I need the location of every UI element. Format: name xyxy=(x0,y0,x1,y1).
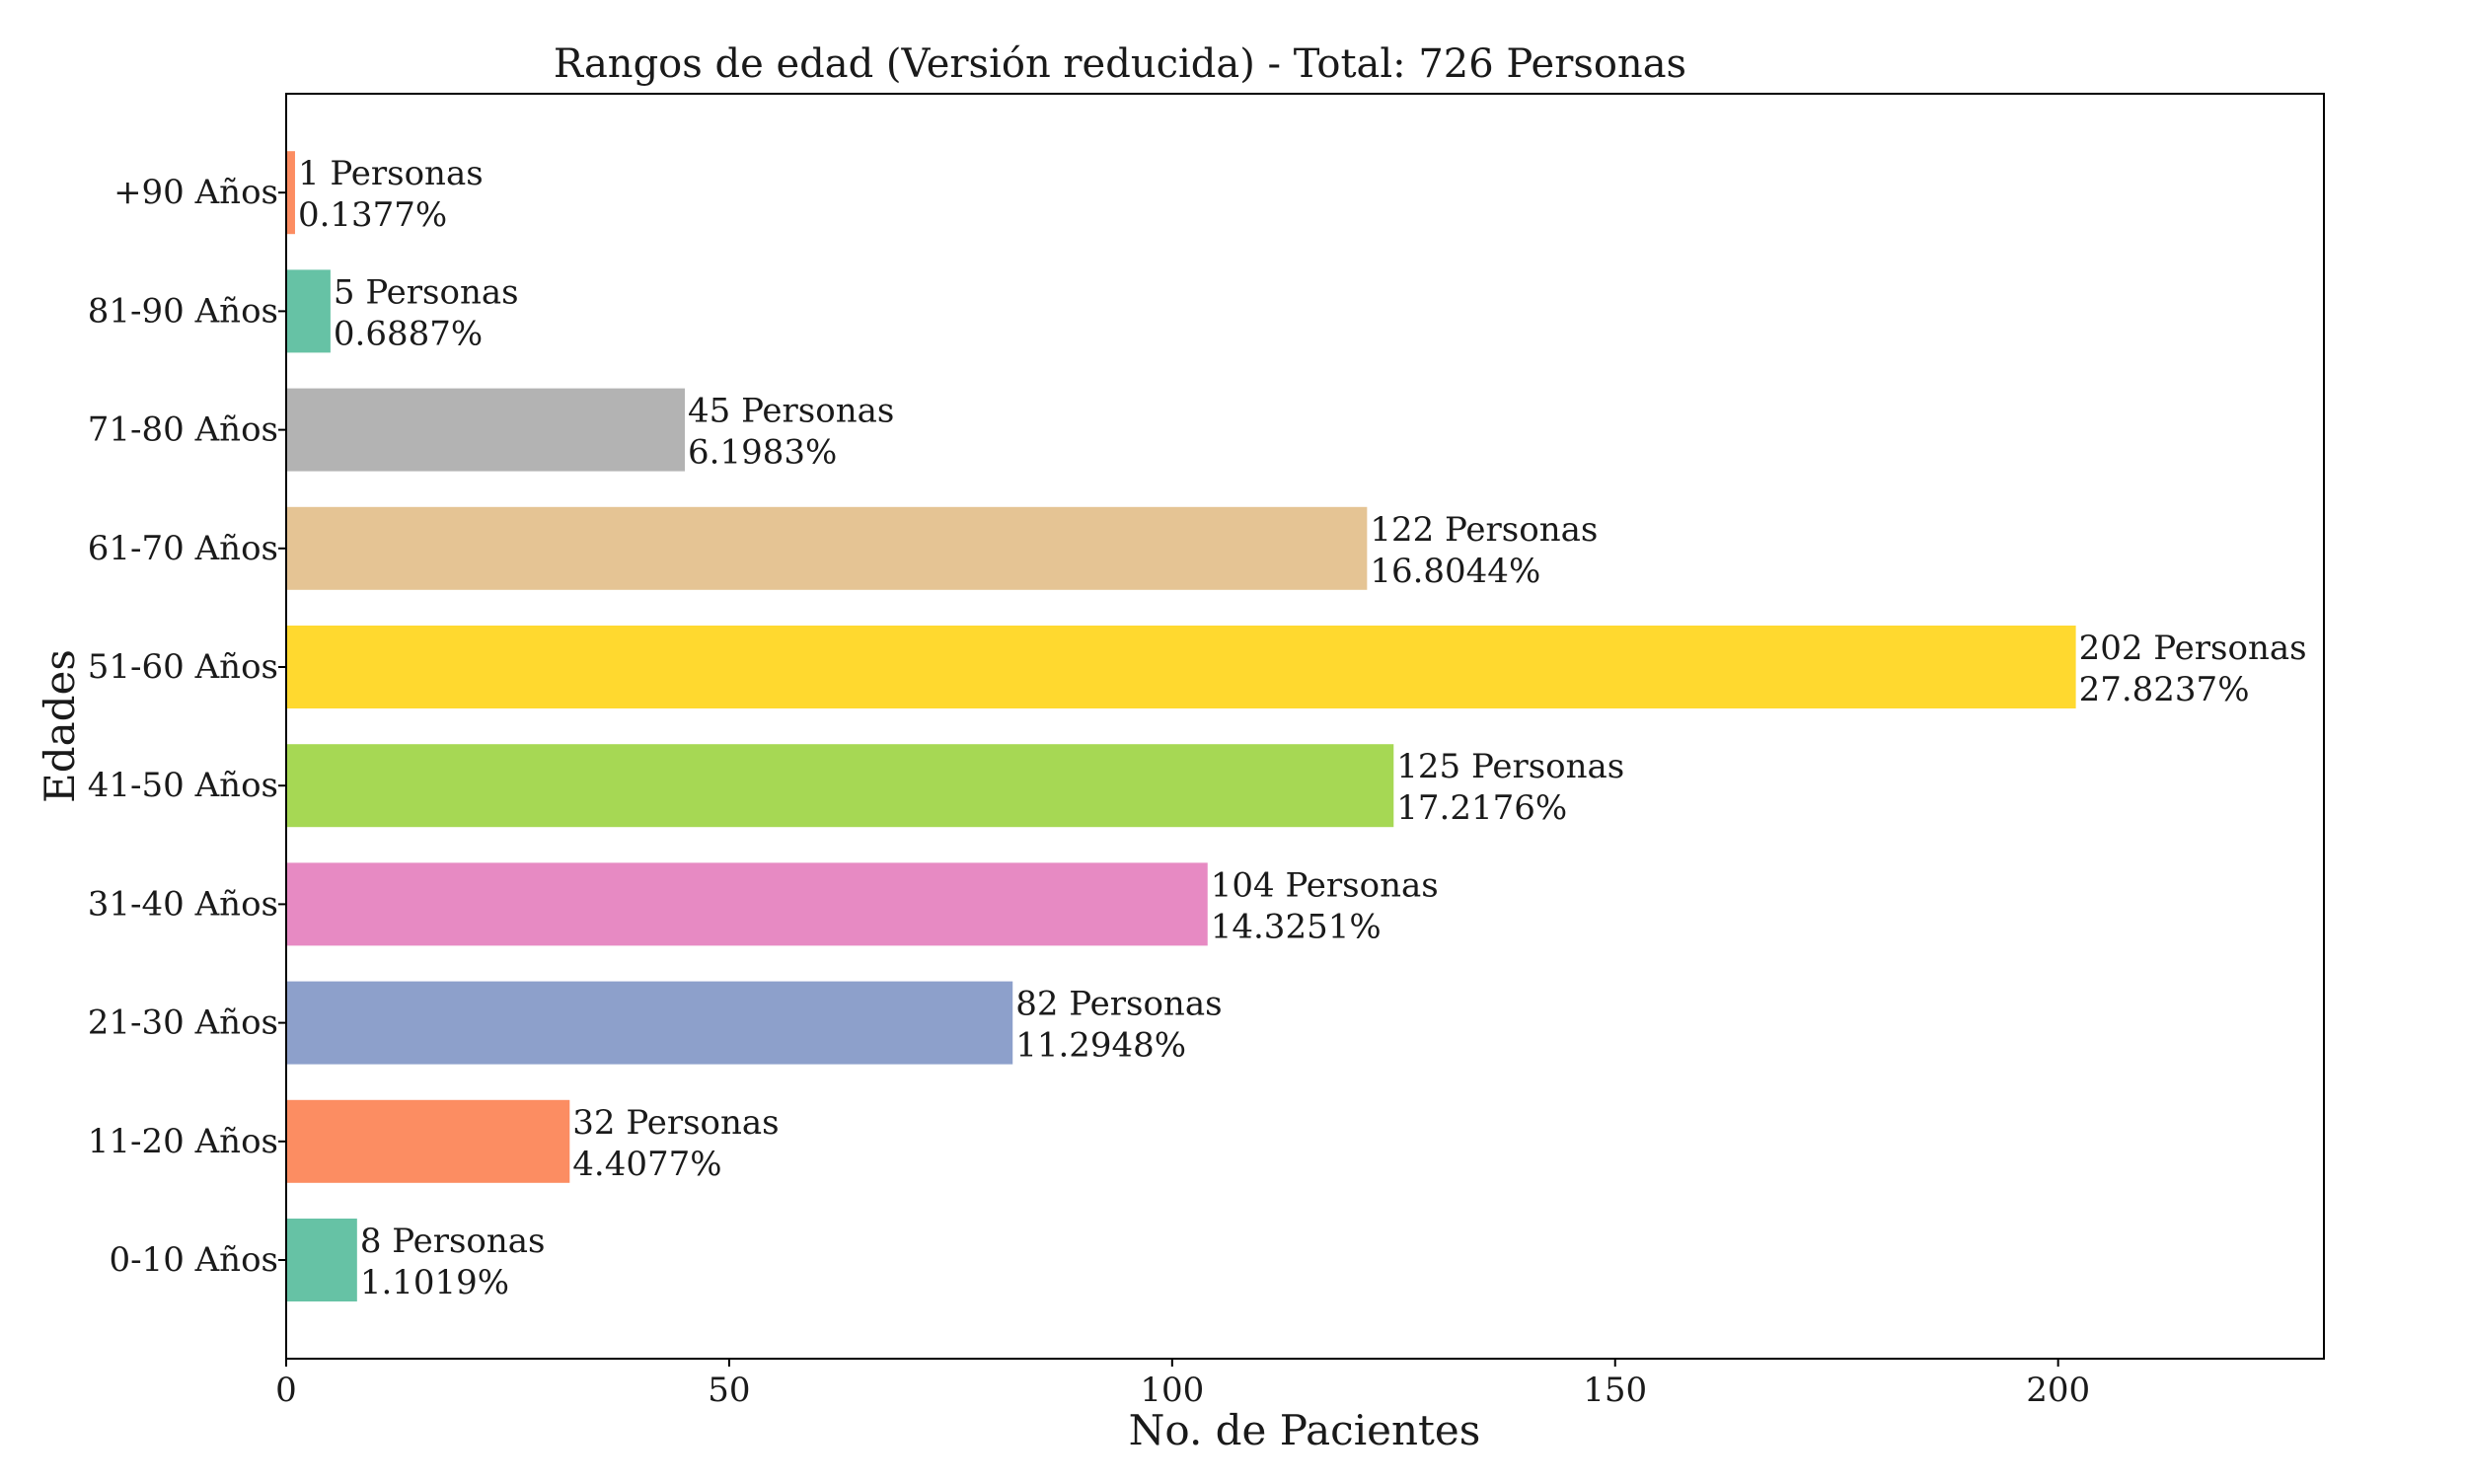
bar-count-label: 125 Personas xyxy=(1396,747,1624,786)
bar xyxy=(286,388,686,472)
bar xyxy=(286,626,2076,708)
bar-percent-label: 27.8237% xyxy=(2079,670,2250,709)
y-tick-label: 71-80 Años xyxy=(88,410,278,450)
bar xyxy=(286,1099,570,1183)
y-tick-label: 0-10 Años xyxy=(109,1240,278,1280)
bar-percent-label: 0.6887% xyxy=(334,314,483,353)
bar-count-label: 82 Personas xyxy=(1015,985,1222,1024)
bar xyxy=(286,1219,357,1301)
bar-percent-label: 17.2176% xyxy=(1396,788,1567,828)
bar-count-label: 5 Personas xyxy=(334,272,519,312)
bar xyxy=(286,269,331,353)
plot-frame xyxy=(285,93,2325,1360)
y-axis-label: Edades xyxy=(36,649,84,803)
y-tick-label: 21-30 Años xyxy=(88,1003,278,1043)
bar-count-label: 202 Personas xyxy=(2079,629,2307,668)
bar-count-label: 8 Personas xyxy=(360,1222,546,1261)
bar-percent-label: 4.4077% xyxy=(572,1145,721,1184)
x-tick-label: 150 xyxy=(1583,1371,1647,1410)
y-axis: 0-10 Años 11-20 Años 21-30 Años 31-40 Años 4… xyxy=(88,173,286,1280)
bar xyxy=(286,862,1208,946)
bar xyxy=(286,744,1394,828)
x-axis: 0 50 100 150 200 xyxy=(275,1359,2090,1410)
x-tick-label: 200 xyxy=(2026,1371,2090,1410)
y-tick-label: 11-20 Años xyxy=(88,1122,278,1161)
bar-count-label: 1 Personas xyxy=(298,154,484,193)
y-tick-label: 81-90 Años xyxy=(88,291,278,331)
bar xyxy=(286,151,295,235)
y-tick-label: 51-60 Años xyxy=(88,647,278,687)
bars-group xyxy=(286,151,2076,1301)
chart-title: Rangos de edad (Versión reducida) - Tota… xyxy=(554,41,1686,87)
bar-count-label: 122 Personas xyxy=(1370,510,1598,550)
bar-percent-label: 14.3251% xyxy=(1211,907,1382,946)
x-tick-label: 100 xyxy=(1140,1371,1204,1410)
bar-percent-label: 16.8044% xyxy=(1370,552,1540,591)
bar-count-label: 32 Personas xyxy=(572,1103,779,1143)
x-axis-label: No. de Pacientes xyxy=(1129,1406,1481,1454)
bar-count-label: 45 Personas xyxy=(688,392,894,431)
bar-percent-label: 1.1019% xyxy=(360,1263,509,1302)
bar-count-label: 104 Personas xyxy=(1211,865,1439,905)
bar-percent-label: 6.1983% xyxy=(688,433,837,473)
y-tick-label: 41-50 Años xyxy=(88,766,278,805)
bar-percent-label: 11.2948% xyxy=(1015,1026,1186,1066)
bar xyxy=(286,981,1013,1065)
x-tick-label: 0 xyxy=(275,1371,297,1410)
bar xyxy=(286,506,1368,590)
y-tick-label: 61-70 Años xyxy=(88,529,278,568)
x-tick-label: 50 xyxy=(708,1371,750,1410)
bar-percent-label: 0.1377% xyxy=(298,195,447,235)
y-tick-label: 31-40 Años xyxy=(88,884,278,924)
y-tick-label: +90 Años xyxy=(113,173,278,212)
